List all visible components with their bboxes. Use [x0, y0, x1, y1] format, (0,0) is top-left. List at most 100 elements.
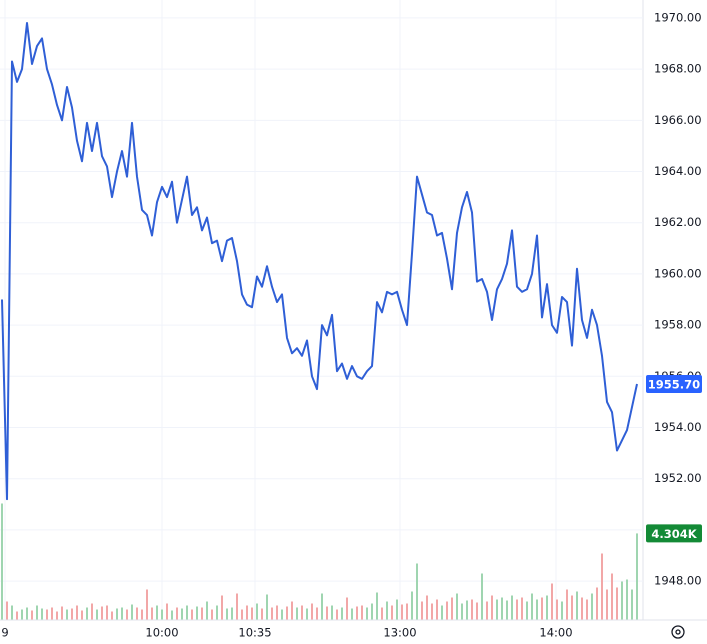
volume-bar: [556, 599, 558, 620]
volume-bar: [56, 611, 58, 620]
volume-bar: [431, 603, 433, 620]
price: [1, 22, 638, 501]
volume-bar: [571, 595, 573, 620]
volume-bar: [141, 609, 143, 620]
volume-bar: [611, 573, 613, 620]
volume-bar: [501, 597, 503, 620]
grid: [0, 0, 643, 620]
volume-bar: [86, 607, 88, 620]
volume-bar: [526, 601, 528, 620]
volume-bar: [81, 610, 83, 620]
last-price-box: [646, 374, 702, 393]
volume-bar: [66, 609, 68, 620]
volume-bar: [466, 600, 468, 620]
volume-bar: [286, 606, 288, 620]
volume-bar: [61, 606, 63, 620]
volume-bar: [16, 611, 18, 620]
x-tick-label: 9: [1, 626, 8, 640]
volume-bar: [441, 605, 443, 620]
volume-bar: [176, 607, 178, 620]
volume-bar: [301, 605, 303, 620]
volume-bar: [71, 608, 73, 620]
x-tick-label: 14:00: [539, 626, 572, 640]
volume-bar: [156, 605, 158, 620]
volume-bar: [46, 609, 48, 620]
volume-bar: [411, 591, 413, 620]
y-tick-label: 1948.00: [654, 574, 702, 588]
volume-bar: [471, 599, 473, 620]
volume-bar: [326, 606, 328, 620]
volume-bar: [581, 597, 583, 620]
volume-bar: [96, 609, 98, 620]
volume-bar: [586, 599, 588, 620]
volume-bar: [331, 605, 333, 620]
volume-bar: [391, 605, 393, 620]
volume-bar: [51, 607, 53, 620]
volume-bar: [631, 589, 633, 620]
volume-bar: [246, 605, 248, 620]
volume-bar: [446, 601, 448, 620]
volume-bar: [191, 609, 193, 620]
volume-bar: [361, 605, 363, 620]
volume-bar: [421, 601, 423, 620]
axes: 1948.001950.001952.001954.001956.001958.…: [1, 10, 702, 640]
volume-bar: [541, 597, 543, 620]
volume-label: 4.304K: [651, 527, 697, 541]
volume-bar: [181, 608, 183, 620]
volume-bar: [211, 609, 213, 620]
volume-bar: [136, 607, 138, 620]
volume-bar: [566, 589, 568, 620]
volume-bar: [161, 609, 163, 620]
volume-bar: [91, 603, 93, 620]
volume-bar: [131, 604, 133, 620]
y-tick-label: 1954.00: [654, 420, 702, 434]
volume-bar: [221, 595, 223, 620]
y-tick-label: 1970.00: [654, 10, 702, 24]
volume-bar: [491, 595, 493, 620]
volume-bar: [256, 603, 258, 620]
volume-bar: [341, 607, 343, 620]
volume-bar: [241, 609, 243, 620]
volume-bar: [521, 597, 523, 620]
volume-bar: [561, 601, 563, 620]
volume-bar: [601, 553, 603, 620]
y-tick-label: 1958.00: [654, 318, 702, 332]
volume-bar: [356, 606, 358, 620]
y-tick-label: 1968.00: [654, 62, 702, 76]
volume-bar: [291, 601, 293, 620]
volume-bar: [401, 604, 403, 620]
volume-bar: [271, 607, 273, 620]
volume-bar: [386, 601, 388, 620]
volume-bar: [636, 533, 638, 620]
volume-bar: [116, 608, 118, 620]
volume-bar: [36, 605, 38, 620]
volume-bar: [166, 603, 168, 620]
volume-bar: [371, 603, 373, 620]
x-tick-label: 10:00: [145, 626, 178, 640]
volume-bar: [481, 573, 483, 620]
volume-label-box: [646, 524, 702, 543]
volume-bar: [626, 579, 628, 620]
volume-bar: [476, 602, 478, 620]
volume-bar: [261, 608, 263, 620]
volume-bar: [426, 595, 428, 620]
x-tick-label: 13:00: [383, 626, 416, 640]
volume-bar: [31, 610, 33, 620]
volume-bar: [196, 606, 198, 620]
volume-bar: [511, 595, 513, 620]
volume-bar: [236, 593, 238, 620]
volume-bar: [226, 608, 228, 620]
volume-bar: [296, 607, 298, 620]
volume-bar: [206, 601, 208, 620]
volume-bar: [281, 609, 283, 620]
volume-bar: [126, 609, 128, 620]
volume-bar: [21, 609, 23, 620]
volume-bar: [436, 599, 438, 620]
y-tick-label: 1964.00: [654, 164, 702, 178]
volume-bar: [121, 607, 123, 620]
settings-icon[interactable]: [671, 625, 685, 639]
last-price-label: 1955.70: [648, 377, 700, 391]
volume-bar: [306, 608, 308, 620]
volume-bar: [381, 607, 383, 620]
